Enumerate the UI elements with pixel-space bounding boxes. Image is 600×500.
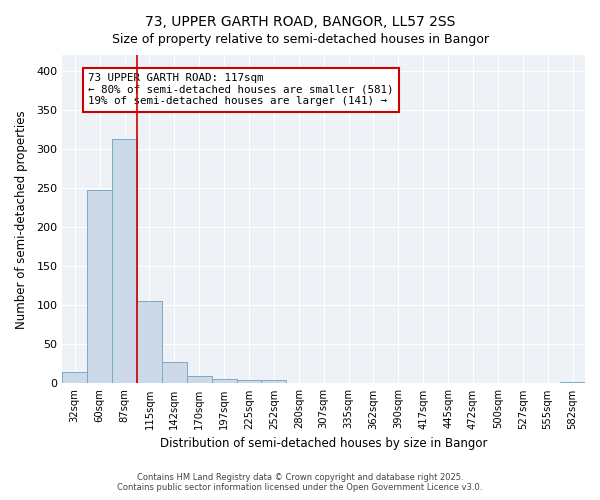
Bar	[62, 372, 87, 384]
Bar	[212, 378, 236, 384]
Text: 73, UPPER GARTH ROAD, BANGOR, LL57 2SS: 73, UPPER GARTH ROAD, BANGOR, LL57 2SS	[145, 15, 455, 29]
Bar	[560, 382, 585, 384]
Text: Contains HM Land Registry data © Crown copyright and database right 2025.
Contai: Contains HM Land Registry data © Crown c…	[118, 473, 482, 492]
Bar	[187, 376, 212, 384]
Bar	[236, 380, 262, 384]
Bar	[137, 302, 162, 384]
Text: Size of property relative to semi-detached houses in Bangor: Size of property relative to semi-detach…	[112, 32, 488, 46]
Text: 73 UPPER GARTH ROAD: 117sqm
← 80% of semi-detached houses are smaller (581)
19% : 73 UPPER GARTH ROAD: 117sqm ← 80% of sem…	[88, 73, 394, 106]
X-axis label: Distribution of semi-detached houses by size in Bangor: Distribution of semi-detached houses by …	[160, 437, 487, 450]
Bar	[162, 362, 187, 384]
Bar	[87, 190, 112, 384]
Y-axis label: Number of semi-detached properties: Number of semi-detached properties	[15, 110, 28, 328]
Bar	[262, 380, 286, 384]
Bar	[112, 138, 137, 384]
